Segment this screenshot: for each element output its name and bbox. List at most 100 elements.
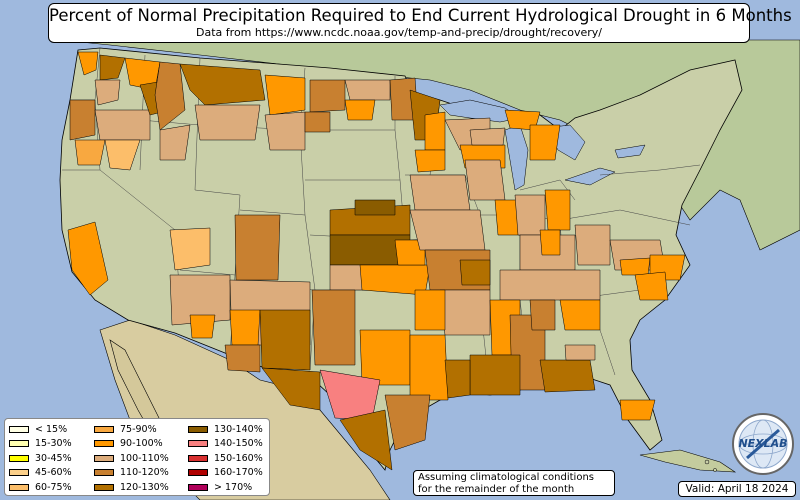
patch-wa-central — [99, 54, 126, 81]
patch-nm-sw — [229, 309, 261, 346]
legend-label: 160-170% — [214, 467, 263, 478]
patch-id-south — [159, 124, 191, 161]
patch-wi-west — [424, 111, 446, 151]
legend-swatch — [188, 440, 208, 447]
legend-item: 130-140% — [188, 423, 263, 435]
patch-ca-central — [67, 221, 109, 296]
patch-nd-east — [344, 79, 391, 101]
legend-item: 90-100% — [94, 438, 163, 450]
legend-label: 140-150% — [214, 438, 263, 449]
patch-mi-up — [469, 127, 506, 146]
assumption-note-line1: Assuming climatological conditions — [418, 472, 594, 483]
legend-item: 75-90% — [94, 423, 157, 435]
patch-ok-east — [414, 289, 446, 331]
legend-swatch — [188, 469, 208, 476]
valid-date: Valid: April 18 2024 — [678, 481, 796, 497]
legend-swatch — [188, 454, 208, 462]
patch-ne-central — [354, 199, 396, 216]
legend-label: > 170% — [214, 481, 253, 493]
patch-ar-ne — [459, 259, 491, 286]
patch-mo-north — [409, 209, 486, 251]
legend-label: 120-130% — [120, 481, 169, 493]
patch-or-south — [74, 139, 106, 166]
patch-tx-coast — [384, 394, 431, 451]
legend-item: 150-160% — [188, 452, 263, 464]
patch-tx-central — [359, 329, 411, 386]
patch-nv-ut — [169, 227, 211, 271]
patch-mt-east — [264, 74, 306, 116]
legend-swatch — [9, 469, 29, 476]
patch-ar — [439, 289, 491, 336]
nexlab-globe-icon: NEXLAB — [732, 413, 794, 475]
patch-az-north — [169, 274, 231, 326]
legend-label: 15-30% — [35, 438, 72, 449]
lake-ontario — [614, 144, 646, 159]
assumption-note-line2: for the remainder of the month — [418, 484, 575, 495]
legend-swatch — [94, 483, 114, 491]
patch-ia-south — [409, 174, 471, 211]
patch-in-east — [514, 194, 546, 236]
patch-sd-nw — [304, 111, 331, 133]
patch-tx-south — [339, 409, 393, 471]
legend-swatch — [188, 483, 208, 491]
patch-tx-panhandle — [311, 289, 356, 366]
cuba-region — [639, 449, 737, 473]
drought-patches — [67, 51, 686, 471]
legend-item: < 15% — [9, 423, 67, 435]
map-subtitle: Data from https://www.ncdc.noaa.gov/temp… — [196, 26, 602, 39]
legend-swatch — [94, 425, 114, 433]
patch-or-central — [94, 109, 151, 141]
legend-item: 30-45% — [9, 452, 72, 464]
patch-wy-north — [264, 111, 306, 151]
legend-swatch — [94, 440, 114, 447]
patch-fl-central — [619, 399, 656, 421]
legend-swatch — [9, 440, 29, 447]
legend-label: 130-140% — [214, 423, 263, 435]
legend-swatch — [188, 425, 208, 433]
legend-item: 60-75% — [9, 481, 72, 493]
legend-label: 110-120% — [120, 467, 169, 478]
patch-il-north — [464, 159, 506, 201]
legend-label: 150-160% — [214, 452, 263, 464]
patch-wa-south — [94, 79, 121, 106]
map-title: Percent of Normal Precipitation Required… — [49, 6, 792, 25]
assumption-note: Assuming climatological conditions for t… — [413, 470, 615, 496]
patch-la-east — [469, 354, 521, 396]
patch-nd-west — [309, 79, 346, 113]
patch-az-central — [189, 314, 216, 339]
legend-label: 90-100% — [120, 438, 163, 449]
patch-ky-ne — [539, 229, 561, 256]
patch-co-sw — [234, 214, 281, 281]
bahamas-island — [704, 459, 710, 465]
legend-item: 160-170% — [188, 467, 263, 479]
patch-nm-south — [224, 344, 261, 373]
legend-label: < 15% — [35, 423, 68, 435]
patch-wv — [574, 224, 611, 266]
legend-item: 100-110% — [94, 452, 169, 464]
lake-erie — [564, 167, 616, 186]
patch-nc-east — [634, 271, 669, 301]
patch-mi-lower — [529, 124, 561, 161]
patch-nd-south — [344, 99, 376, 121]
legend: < 15% 15-30% 30-45% 45-60% 60-75% 75-90% 90-10… — [4, 418, 270, 496]
patch-mt-south — [194, 104, 261, 141]
legend-item: 15-30% — [9, 438, 72, 450]
patch-ga-north — [559, 299, 601, 331]
legend-item: 120-130% — [94, 481, 169, 493]
patch-wa-coast — [77, 51, 99, 76]
legend-label: 45-60% — [35, 467, 72, 478]
patch-ga-south — [564, 344, 596, 361]
logo-text: NEXLAB — [738, 437, 787, 450]
patch-mt-west — [179, 63, 266, 106]
patch-nm-se — [259, 309, 311, 371]
legend-label: 75-90% — [120, 423, 157, 435]
legend-swatch — [9, 454, 29, 462]
legend-swatch — [94, 454, 114, 462]
patch-or-coast — [69, 99, 96, 141]
legend-label: 100-110% — [120, 452, 169, 464]
legend-label: 60-75% — [35, 481, 72, 493]
legend-item: 45-60% — [9, 467, 72, 479]
patch-ks-east — [394, 239, 426, 266]
bahamas-island — [713, 468, 717, 472]
